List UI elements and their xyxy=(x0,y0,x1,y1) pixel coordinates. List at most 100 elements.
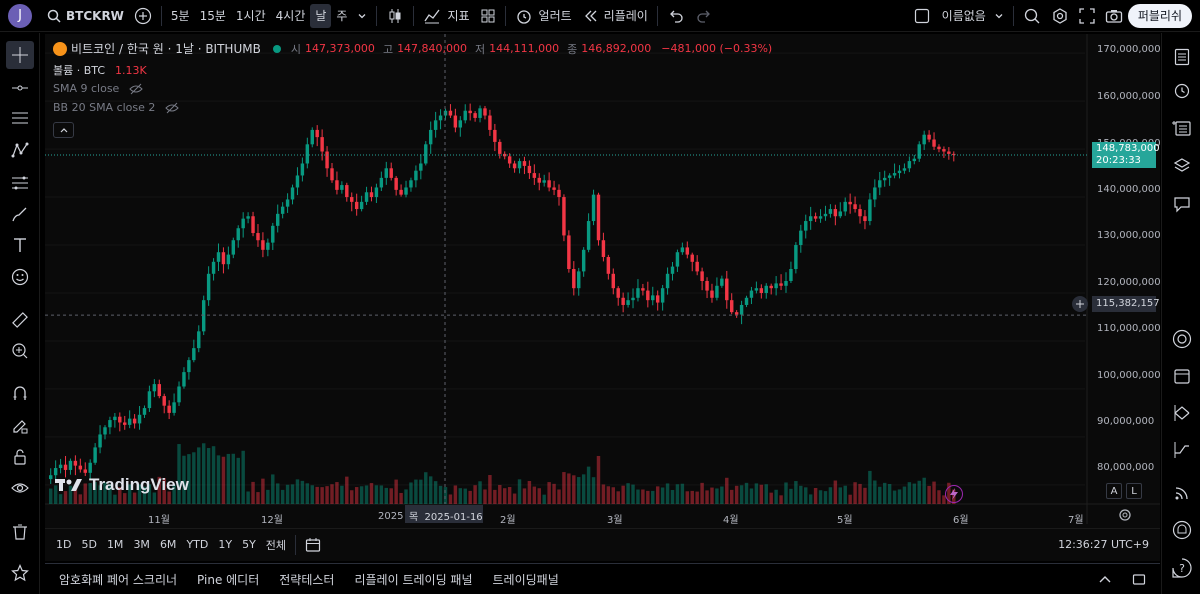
candle-body xyxy=(488,115,492,130)
timezone-clock[interactable]: 12:36:27 UTC+9 xyxy=(1058,538,1149,551)
volume-bar xyxy=(843,485,847,504)
range-all[interactable]: 전체 xyxy=(265,538,287,552)
stay-drawing-tool[interactable] xyxy=(6,412,34,440)
range-5y[interactable]: 5Y xyxy=(242,538,256,551)
undo-button[interactable] xyxy=(662,4,690,28)
legend-title[interactable]: 비트코인 / 한국 원 · 1날 · BITHUMB xyxy=(71,42,261,56)
user-avatar[interactable]: J xyxy=(8,3,32,28)
redo-button[interactable] xyxy=(690,4,718,28)
symbol-search-button[interactable]: BTCKRW xyxy=(42,4,129,28)
hide-drawings-tool[interactable] xyxy=(6,474,34,502)
streams-button[interactable] xyxy=(1168,479,1196,507)
tab-pine-editor[interactable]: Pine 에디터 xyxy=(197,572,260,587)
layers-button[interactable] xyxy=(1168,152,1196,180)
help-button[interactable]: ? xyxy=(1168,554,1196,582)
goto-date-button[interactable] xyxy=(300,537,328,553)
range-6m[interactable]: 6M xyxy=(159,538,177,551)
range-1d[interactable]: 1D xyxy=(56,538,72,551)
timeframe-15m[interactable]: 15분 xyxy=(199,9,226,23)
indicators-button[interactable]: 지표 xyxy=(418,4,474,28)
chats-button[interactable] xyxy=(1168,190,1196,218)
pattern-tool[interactable] xyxy=(6,136,34,164)
crosshair-tool[interactable] xyxy=(6,41,34,69)
tab-trading-panel[interactable]: 트레이딩패널 xyxy=(492,572,559,587)
range-1m[interactable]: 1M xyxy=(106,538,124,551)
compare-symbol-button[interactable] xyxy=(129,4,157,28)
volume-bar xyxy=(631,484,635,504)
candle-body xyxy=(917,144,921,159)
price-chart[interactable] xyxy=(45,34,1160,561)
brush-tool[interactable] xyxy=(6,200,34,228)
eye-off-icon[interactable] xyxy=(165,102,180,114)
snapshot-button[interactable] xyxy=(1100,4,1128,28)
data-window-button[interactable] xyxy=(1168,325,1196,353)
maximize-panel-button[interactable] xyxy=(1122,572,1160,586)
candle-body xyxy=(118,416,122,423)
watchlist-button[interactable] xyxy=(1168,43,1196,71)
volume-bar xyxy=(636,489,640,504)
timeframe-dropdown[interactable] xyxy=(352,4,372,28)
text-tool[interactable] xyxy=(6,231,34,259)
fullscreen-button[interactable] xyxy=(1074,4,1100,28)
range-5d[interactable]: 5D xyxy=(81,538,97,551)
tab-crypto-screener[interactable]: 암호화폐 페어 스크리너 xyxy=(59,572,178,587)
collapse-legend-button[interactable] xyxy=(53,122,74,138)
legend-sma-row[interactable]: SMA 9 close xyxy=(53,82,144,95)
volume-bar xyxy=(646,490,650,504)
candle-body xyxy=(675,252,680,267)
auto-scale-button[interactable]: A xyxy=(1106,483,1122,499)
chart-type-button[interactable] xyxy=(381,4,409,28)
object-tree-button[interactable] xyxy=(1168,114,1196,142)
forecast-tool[interactable] xyxy=(6,169,34,197)
volume-bar xyxy=(448,494,453,504)
measure-tool[interactable] xyxy=(6,306,34,334)
emoji-tool[interactable] xyxy=(6,263,34,291)
legend-volume-row[interactable]: 볼륨 · BTC 1.13K xyxy=(53,62,147,78)
timeframe-day[interactable]: 날 xyxy=(310,3,332,28)
candle-body xyxy=(937,146,941,150)
calendar-icon xyxy=(1174,369,1190,384)
log-scale-button[interactable]: L xyxy=(1126,483,1142,499)
timeframe-week[interactable]: 주 xyxy=(336,9,348,23)
publish-button[interactable]: 퍼블리쉬 xyxy=(1127,3,1192,28)
magnet-tool[interactable] xyxy=(6,379,34,407)
lock-drawings-tool[interactable] xyxy=(6,443,34,471)
trend-button[interactable] xyxy=(1168,436,1196,464)
calendar-button[interactable] xyxy=(1168,362,1196,390)
range-1y[interactable]: 1Y xyxy=(218,538,233,551)
candle-body xyxy=(730,300,734,313)
layout-menu[interactable]: 이름없음 xyxy=(909,4,1009,28)
volume-bar xyxy=(596,455,601,504)
range-3m[interactable]: 3M xyxy=(133,538,150,551)
timeframe-1h[interactable]: 1시간 xyxy=(235,9,266,23)
notifications-button[interactable] xyxy=(1168,516,1196,544)
quick-search-button[interactable] xyxy=(1018,4,1046,28)
trendline-tool[interactable] xyxy=(6,74,34,102)
timeframe-4h[interactable]: 4시간 xyxy=(275,9,306,23)
tab-replay-trading[interactable]: 리플레이 트레이딩 패널 xyxy=(354,572,473,587)
volume-bar xyxy=(320,487,324,504)
candle-body xyxy=(739,304,744,315)
chart-settings-button[interactable] xyxy=(1118,508,1132,522)
add-alert-button[interactable] xyxy=(1072,296,1088,312)
settings-button[interactable] xyxy=(1046,4,1074,28)
tab-strategy-tester[interactable]: 전략테스터 xyxy=(279,572,335,587)
eye-off-icon[interactable] xyxy=(129,83,144,95)
ideas-button[interactable] xyxy=(1168,399,1196,427)
collapse-panel-button[interactable] xyxy=(1088,574,1122,584)
candle-body xyxy=(295,175,300,188)
replay-button[interactable]: 리플레이 xyxy=(577,4,653,28)
fib-tool[interactable] xyxy=(6,104,34,132)
timeframe-5m[interactable]: 5분 xyxy=(170,9,190,23)
templates-button[interactable] xyxy=(475,4,501,28)
alerts-panel-button[interactable] xyxy=(1168,76,1196,104)
range-ytd[interactable]: YTD xyxy=(186,538,209,551)
lightning-button[interactable] xyxy=(945,485,963,503)
legend-bb-row[interactable]: BB 20 SMA close 2 xyxy=(53,101,180,114)
volume-bar xyxy=(601,484,606,504)
remove-drawings-tool[interactable] xyxy=(6,518,34,546)
zoom-tool[interactable] xyxy=(6,337,34,365)
chart-pane[interactable]: 비트코인 / 한국 원 · 1날 · BITHUMB 시 147,373,000 … xyxy=(45,34,1161,561)
alert-button[interactable]: 얼러트 xyxy=(510,4,577,28)
favorites-tool[interactable] xyxy=(6,559,34,587)
